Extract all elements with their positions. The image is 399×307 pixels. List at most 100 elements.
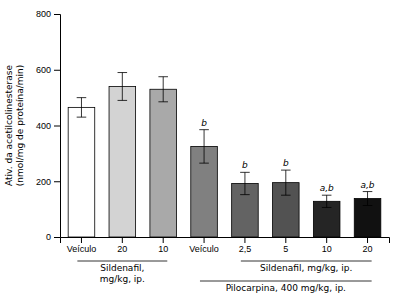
y-tick: 200: [36, 177, 60, 187]
y-tick-label: 600: [36, 65, 51, 75]
error-bar-cap: [199, 129, 209, 130]
error-bar-cap: [322, 207, 332, 208]
group-bracket: Sildenafil,mg/kg, ip.: [77, 261, 167, 284]
y-tick-label: 400: [36, 121, 51, 131]
y-tick: 600: [36, 65, 60, 75]
error-bar-cap: [77, 117, 87, 118]
x-tick-mark: [244, 237, 245, 243]
bars: [68, 73, 381, 237]
x-tick-mark: [285, 237, 286, 243]
annotations: bbba,ba,bSildenafil,mg/kg, ip.Sildenafil…: [77, 118, 375, 294]
x-axis-line: [61, 238, 390, 244]
error-bar-cap: [281, 170, 291, 171]
x-tick-mark: [122, 237, 123, 243]
error-bar-cap: [118, 100, 128, 101]
error-bar: [363, 192, 373, 206]
error-bar-cap: [158, 76, 168, 77]
error-bar-stem: [367, 192, 368, 206]
x-tick-label: 2,5: [239, 244, 252, 254]
x-tick: 2,5: [239, 237, 252, 254]
y-tick: 0: [46, 232, 60, 242]
error-bar: [77, 98, 87, 118]
error-bar-stem: [204, 130, 205, 163]
y-tick-label: 800: [36, 9, 51, 19]
annotation: b: [201, 118, 207, 128]
x-tick-mark: [326, 237, 327, 243]
x-tick: 10: [322, 237, 332, 254]
bar: [109, 86, 136, 237]
error-bar-cap: [240, 172, 250, 173]
x-tick-mark: [204, 237, 205, 243]
x-tick: 20: [363, 237, 373, 254]
error-bar: [240, 172, 250, 194]
y-tick-mark: [54, 126, 60, 127]
y-axis-title-line: Ativ. da acetilcolinesterase: [4, 65, 14, 186]
error-bar-cap: [158, 101, 168, 102]
error-bar-stem: [244, 172, 245, 194]
error-bar-cap: [363, 191, 373, 192]
error-bar-cap: [118, 72, 128, 73]
y-tick-label: 0: [46, 232, 51, 242]
x-tick-label: Veículo: [189, 244, 219, 254]
annotation: a,b: [320, 183, 334, 193]
group-label: Sildenafil, mg/kg, ip.: [260, 263, 352, 273]
error-bar-cap: [281, 195, 291, 196]
x-tick: Veículo: [67, 237, 97, 254]
error-bar: [158, 77, 168, 102]
error-bar: [322, 195, 332, 207]
y-tick: 400: [36, 121, 60, 131]
error-bar-cap: [240, 194, 250, 195]
annotation: b: [283, 158, 289, 168]
group-bracket-line: [77, 261, 167, 262]
x-tick: 20: [117, 237, 127, 254]
x-tick-label: Veículo: [67, 244, 97, 254]
y-axis-line: [54, 15, 61, 238]
y-tick: 800: [36, 9, 60, 19]
x-tick-label: 20: [363, 244, 373, 254]
error-bar-cap: [322, 195, 332, 196]
error-bar-cap: [77, 97, 87, 98]
error-bar: [118, 73, 128, 101]
x-axis: Veículo 20 10 Veículo 2,5 5 10 20: [61, 237, 390, 254]
x-tick-mark: [367, 237, 368, 243]
x-tick: 5: [283, 237, 288, 254]
error-bar-stem: [326, 195, 327, 207]
error-bar-cap: [363, 205, 373, 206]
error-bar: [281, 170, 291, 195]
error-bar-stem: [122, 73, 123, 101]
y-tick-mark: [54, 70, 60, 71]
x-tick: 10: [158, 237, 168, 254]
x-tick-label: 5: [283, 244, 288, 254]
group-label: Sildenafil,: [100, 263, 144, 273]
group-label: mg/kg, ip.: [100, 274, 145, 284]
y-axis: 0 200 400 600 800: [36, 9, 61, 242]
annotation: b: [242, 160, 248, 170]
group-bracket: Pilocarpina, 400 mg/kg, ip.: [200, 281, 372, 293]
error-bar-stem: [81, 98, 82, 118]
x-tick-mark: [81, 237, 82, 243]
y-tick-mark: [54, 181, 60, 182]
x-tick-mark: [163, 237, 164, 243]
y-tick-label: 200: [36, 177, 51, 187]
x-tick-label: 10: [158, 244, 168, 254]
x-tick-label: 20: [117, 244, 127, 254]
y-axis-title-line: (nmol/mg de proteína/min): [15, 65, 25, 187]
x-tick-label: 10: [322, 244, 332, 254]
group-label: Pilocarpina, 400 mg/kg, ip.: [226, 283, 346, 293]
plot: 0 200 400 600 800 Veículo 20 10 Veículo 2,5 5 10 20 A…: [4, 9, 390, 293]
annotation: a,b: [360, 180, 374, 190]
bar: [150, 89, 177, 237]
error-bar: [199, 130, 209, 163]
group-bracket-line: [241, 261, 372, 262]
x-tick: Veículo: [189, 237, 219, 254]
y-axis-title: Ativ. da acetilcolinesterase(nmol/mg de …: [4, 65, 25, 187]
y-tick-mark: [54, 237, 60, 238]
error-bar-cap: [199, 163, 209, 164]
error-bar-stem: [285, 170, 286, 195]
bar: [68, 107, 95, 237]
chart: 0 200 400 600 800 Veículo 20 10 Veículo 2,5 5 10 20 A…: [0, 0, 399, 307]
group-bracket-line: [200, 281, 372, 282]
group-bracket: Sildenafil, mg/kg, ip.: [241, 261, 372, 273]
error-bar-stem: [163, 77, 164, 102]
y-tick-mark: [54, 14, 60, 15]
